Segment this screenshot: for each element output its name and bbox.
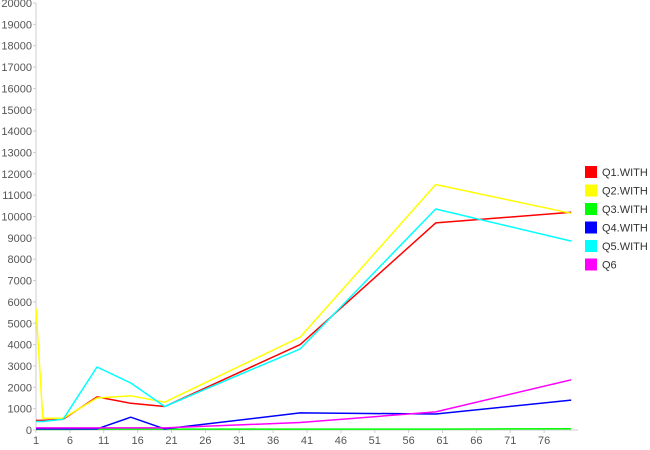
y-tick-label: 2000 [8,382,32,394]
legend-swatch-q5-with [585,240,597,252]
y-tick-label: 13000 [1,147,32,159]
x-tick-label: 66 [470,435,482,447]
x-tick-label: 36 [267,435,279,447]
y-tick-label: 5000 [8,318,32,330]
legend-swatch-q1-with [585,166,597,178]
y-tick-label: 9000 [8,233,32,245]
y-tick-label: 10000 [1,212,32,224]
x-tick-label: 61 [436,435,448,447]
y-tick-label: 0 [26,425,32,437]
x-axis: 1 6 11 16 21 26 31 36 41 46 51 56 61 66 71 76 [33,429,578,447]
y-tick-label: 18000 [1,41,32,53]
y-tick-label: 7000 [8,276,32,288]
y-tick-label: 3000 [8,361,32,373]
x-tick-label: 31 [233,435,245,447]
y-tick-label: 4000 [8,340,32,352]
series-line-q4-with [36,399,572,430]
y-tick-label: 19000 [1,19,32,31]
y-tick-label: 11000 [2,190,32,202]
x-tick-label: 26 [199,435,211,447]
y-tick-label: 14000 [1,126,32,138]
series-layer [35,183,572,431]
x-tick-label: 16 [132,435,144,447]
x-tick-label: 76 [538,435,550,447]
legend: Q1.WITH Q2.WITH Q3.WITH Q4.WITH Q5.WITH Q6 [585,166,648,272]
legend-label-q6: Q6 [602,260,617,272]
y-tick-label: 15000 [1,105,32,117]
x-tick-label: 11 [98,435,109,447]
y-tick-label: 8000 [8,254,32,266]
y-tick-label: 20000 [1,0,32,10]
legend-swatch-q6 [585,258,597,271]
legend-swatch-q4-with [585,221,597,234]
legend-swatch-q3-with [585,203,597,215]
x-tick-label: 56 [403,435,415,447]
x-tick-label: 71 [504,435,516,447]
x-tick-label: 6 [67,435,73,447]
y-tick-label: 1000 [8,404,32,416]
y-tick-label: 17000 [1,62,32,74]
series-line-q3-with [36,427,572,431]
legend-label-q2-with: Q2.WITH [602,186,648,198]
series-line-q6 [36,379,572,429]
x-tick-label: 51 [369,435,381,447]
y-tick-label: 6000 [8,297,32,309]
y-tick-label: 12000 [1,169,32,181]
series-line-q2-with [35,183,572,420]
legend-swatch-q2-with [585,184,597,197]
series-line-q1-with [36,211,572,422]
x-tick-label: 1 [33,435,39,447]
x-tick-label: 46 [335,435,347,447]
x-tick-label: 41 [301,435,313,447]
y-tick-label: 16000 [1,83,32,95]
series-line-q5-with [36,208,572,423]
x-tick-label: 21 [165,435,177,447]
y-axis: 0 1000 2000 3000 4000 5000 6000 7000 8000 9000 100… [1,0,37,437]
legend-label-q1-with: Q1.WITH [602,167,648,179]
legend-label-q3-with: Q3.WITH [602,204,648,216]
legend-label-q4-with: Q4.WITH [602,223,648,235]
legend-label-q5-with: Q5.WITH [602,241,648,253]
